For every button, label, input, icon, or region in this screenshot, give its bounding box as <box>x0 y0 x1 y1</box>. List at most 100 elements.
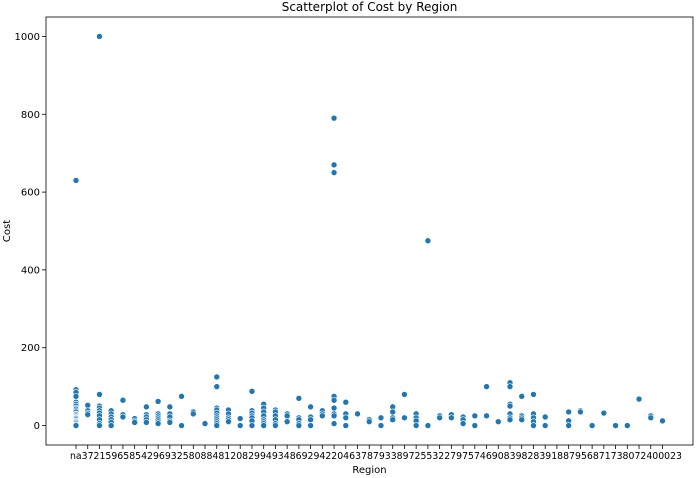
data-point <box>166 403 174 411</box>
data-point <box>483 383 490 390</box>
data-point <box>647 414 655 422</box>
data-points <box>72 33 666 429</box>
data-point <box>119 396 127 404</box>
y-tick-label: 1000 <box>15 32 40 43</box>
data-point <box>518 393 526 400</box>
data-point <box>143 419 150 426</box>
y-tick-label: 200 <box>21 343 40 354</box>
data-point <box>84 411 92 418</box>
data-point <box>178 393 185 400</box>
data-point <box>330 114 338 122</box>
data-point <box>307 403 314 411</box>
data-point <box>307 422 314 429</box>
data-point <box>342 422 350 429</box>
data-point <box>330 396 338 404</box>
x-ticks <box>75 445 663 449</box>
y-tick-label: 400 <box>21 265 40 276</box>
data-point <box>119 413 127 421</box>
data-point <box>307 416 314 424</box>
data-point <box>96 391 103 398</box>
data-point <box>624 422 631 429</box>
data-point <box>506 383 514 390</box>
data-point <box>72 422 80 429</box>
data-point <box>107 422 115 429</box>
data-point <box>377 414 385 422</box>
data-point <box>471 412 479 420</box>
data-point <box>72 393 80 400</box>
data-point <box>342 398 350 406</box>
data-point <box>530 422 537 429</box>
data-point <box>236 422 244 429</box>
data-point <box>330 169 338 176</box>
data-point <box>659 417 666 425</box>
data-point <box>401 391 408 398</box>
x-axis-label: Region <box>352 465 386 476</box>
data-point <box>154 420 162 427</box>
data-point <box>131 419 138 426</box>
data-point <box>190 410 197 418</box>
y-axis-label: Cost <box>2 220 13 242</box>
data-point <box>178 422 185 429</box>
x-tick-labels: na37215965854296932580884812082994934869… <box>70 451 682 462</box>
data-point <box>577 408 584 416</box>
data-point <box>401 414 408 422</box>
data-point <box>319 412 326 420</box>
data-point <box>600 409 608 417</box>
data-point <box>541 413 549 421</box>
data-point <box>565 422 572 429</box>
data-point <box>248 388 256 395</box>
data-point <box>389 408 397 416</box>
data-point <box>506 402 514 410</box>
data-point <box>225 418 232 425</box>
data-point <box>494 418 502 425</box>
data-point <box>448 414 455 422</box>
data-point <box>330 412 338 420</box>
data-point <box>295 422 303 429</box>
y-tick-label: 600 <box>21 188 40 199</box>
y-tick-label: 0 <box>34 421 40 432</box>
data-point <box>154 398 162 405</box>
data-point <box>72 177 80 184</box>
data-point <box>424 237 432 245</box>
data-point <box>459 420 467 427</box>
data-point <box>272 422 279 429</box>
data-point <box>565 408 572 416</box>
data-point <box>365 418 373 425</box>
data-point <box>283 418 291 425</box>
data-point <box>588 422 596 429</box>
data-point <box>354 410 361 418</box>
data-point <box>436 414 443 422</box>
data-point <box>166 419 174 426</box>
data-point <box>377 422 385 429</box>
data-point <box>612 422 619 429</box>
data-point <box>389 416 397 424</box>
data-point <box>248 422 256 429</box>
data-point <box>84 402 92 409</box>
plot-frame <box>45 16 694 446</box>
data-point <box>96 422 103 429</box>
data-point <box>201 420 209 427</box>
y-tick-label: 800 <box>21 110 40 121</box>
data-point <box>236 415 244 422</box>
data-point <box>213 373 221 381</box>
data-point <box>295 395 303 402</box>
data-point <box>483 412 490 420</box>
data-point <box>213 383 221 390</box>
y-axis: 0 200 400 600 800 1000 <box>15 32 46 432</box>
data-point <box>506 416 514 424</box>
data-point <box>96 33 103 40</box>
data-point <box>143 403 150 411</box>
data-point <box>471 422 479 429</box>
x-axis: na37215965854296932580884812082994934869… <box>70 451 682 462</box>
data-point <box>530 391 537 398</box>
data-point <box>635 395 643 403</box>
data-point <box>283 412 291 420</box>
chart-title: Scatterplot of Cost by Region <box>282 0 458 14</box>
data-point <box>541 422 549 429</box>
data-point <box>330 404 338 412</box>
data-point <box>518 416 526 424</box>
data-point <box>330 161 338 169</box>
data-point <box>342 414 350 422</box>
data-point <box>330 420 338 427</box>
